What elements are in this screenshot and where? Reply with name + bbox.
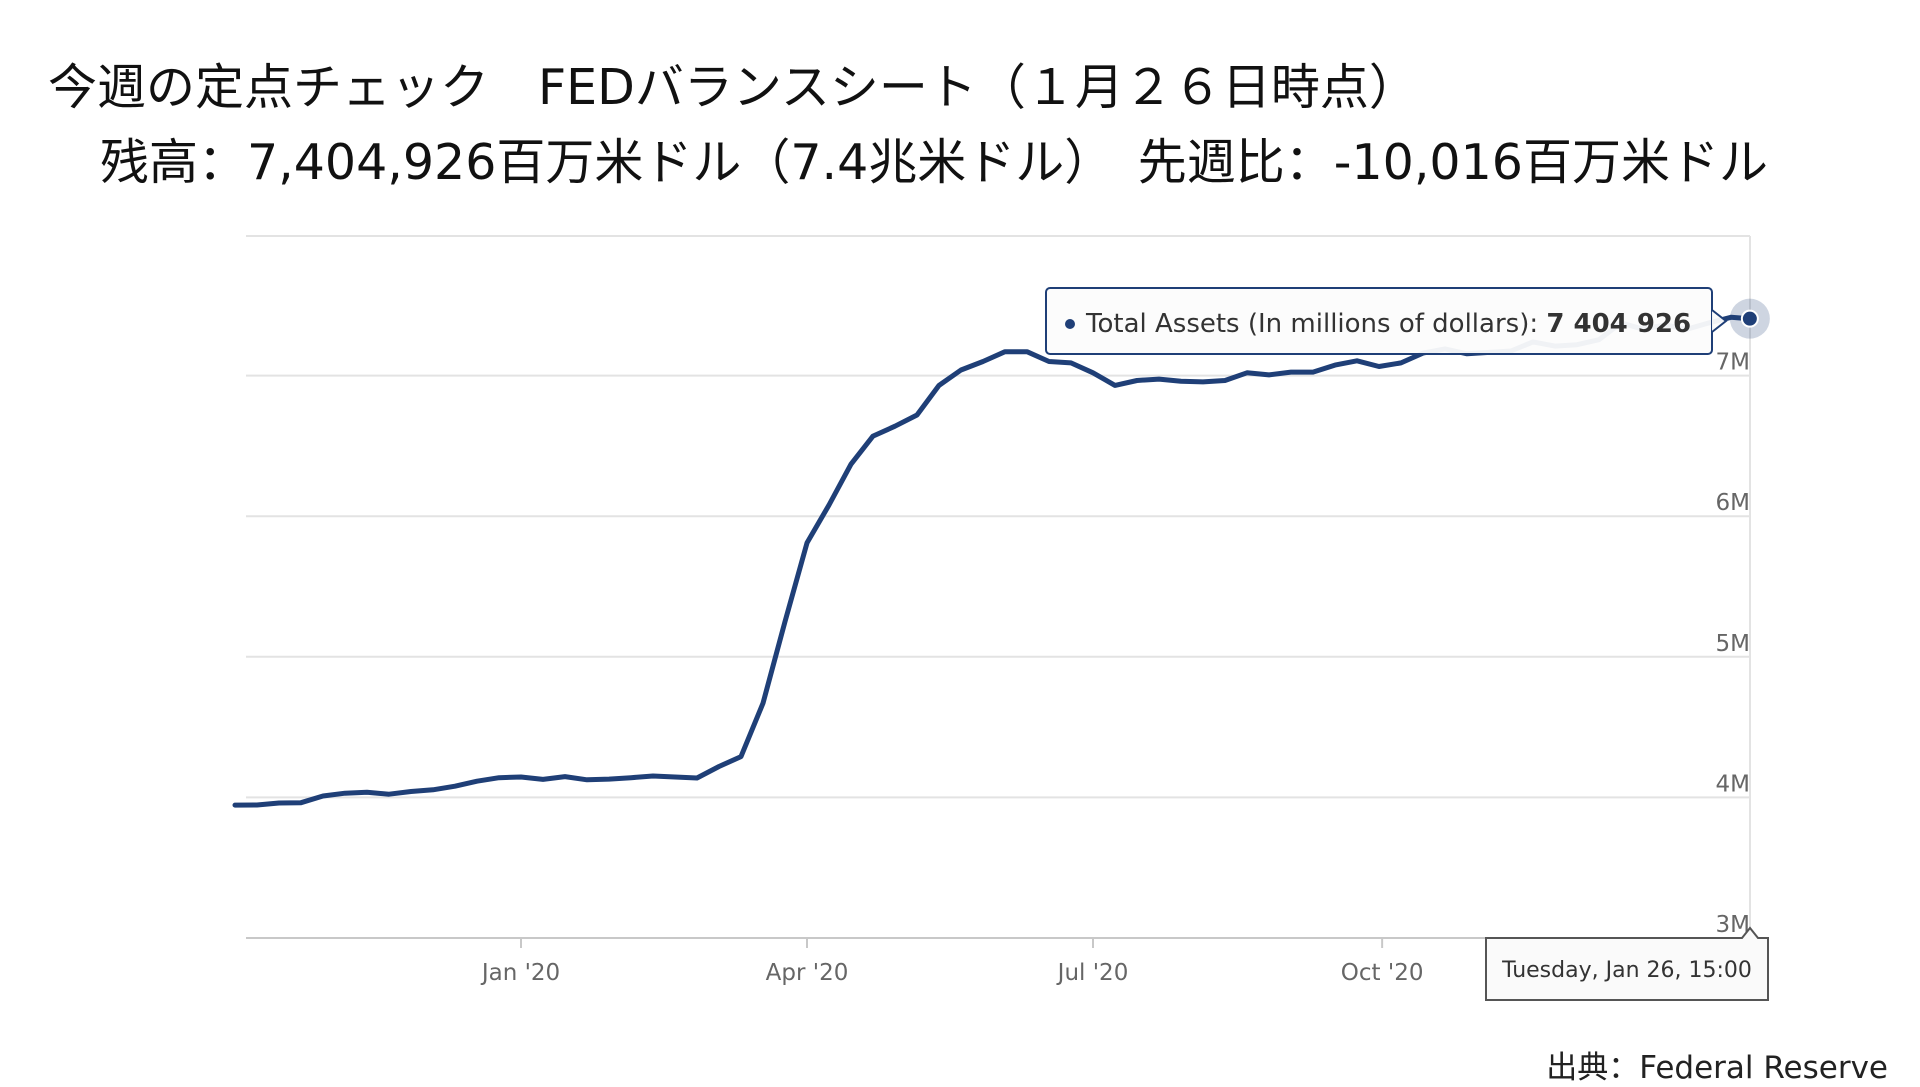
x-tick-label: Jan '20 <box>480 960 560 986</box>
y-tick-label: 6M <box>1716 490 1750 516</box>
tooltip-arrow <box>1711 309 1728 333</box>
page-subtitle: 残高：7,404,926百万米ドル（7.4兆米ドル） 先週比：-10,016百万… <box>100 134 1768 191</box>
y-tick-label: 7M <box>1716 350 1750 376</box>
series-total-assets <box>232 314 1753 808</box>
hover-point <box>1740 309 1759 328</box>
x-axis: Jan '20 Apr '20 Jul '20 Oct '20 <box>480 938 1424 986</box>
chart-tooltip: Total Assets (In millions of dollars): 7… <box>1045 287 1770 355</box>
y-tick-label: 5M <box>1716 631 1750 657</box>
x-tick-label: Apr '20 <box>766 960 849 986</box>
x-tick-label: Jul '20 <box>1056 960 1129 986</box>
y-tick-label: 4M <box>1716 771 1750 797</box>
x-crosshair-label: Tuesday, Jan 26, 15:00 <box>1485 926 1769 1001</box>
date-label-text: Tuesday, Jan 26, 15:00 <box>1501 958 1752 983</box>
tooltip-series-label: Total Assets (In millions of dollars): <box>1085 309 1546 339</box>
chart-grid <box>246 235 1751 939</box>
series-line <box>232 314 1753 808</box>
page-title: 今週の定点チェック FEDバランスシート（１月２６日時点） <box>48 59 1418 116</box>
tooltip-series-bullet <box>1065 319 1075 329</box>
source-credit: 出典：Federal Reserve <box>1546 1050 1888 1086</box>
date-label-box <box>1485 926 1769 1001</box>
tooltip-value: 7 404 926 <box>1546 309 1691 339</box>
tooltip-text: Total Assets (In millions of dollars): 7… <box>1085 309 1691 339</box>
x-tick-label: Oct '20 <box>1341 960 1424 986</box>
